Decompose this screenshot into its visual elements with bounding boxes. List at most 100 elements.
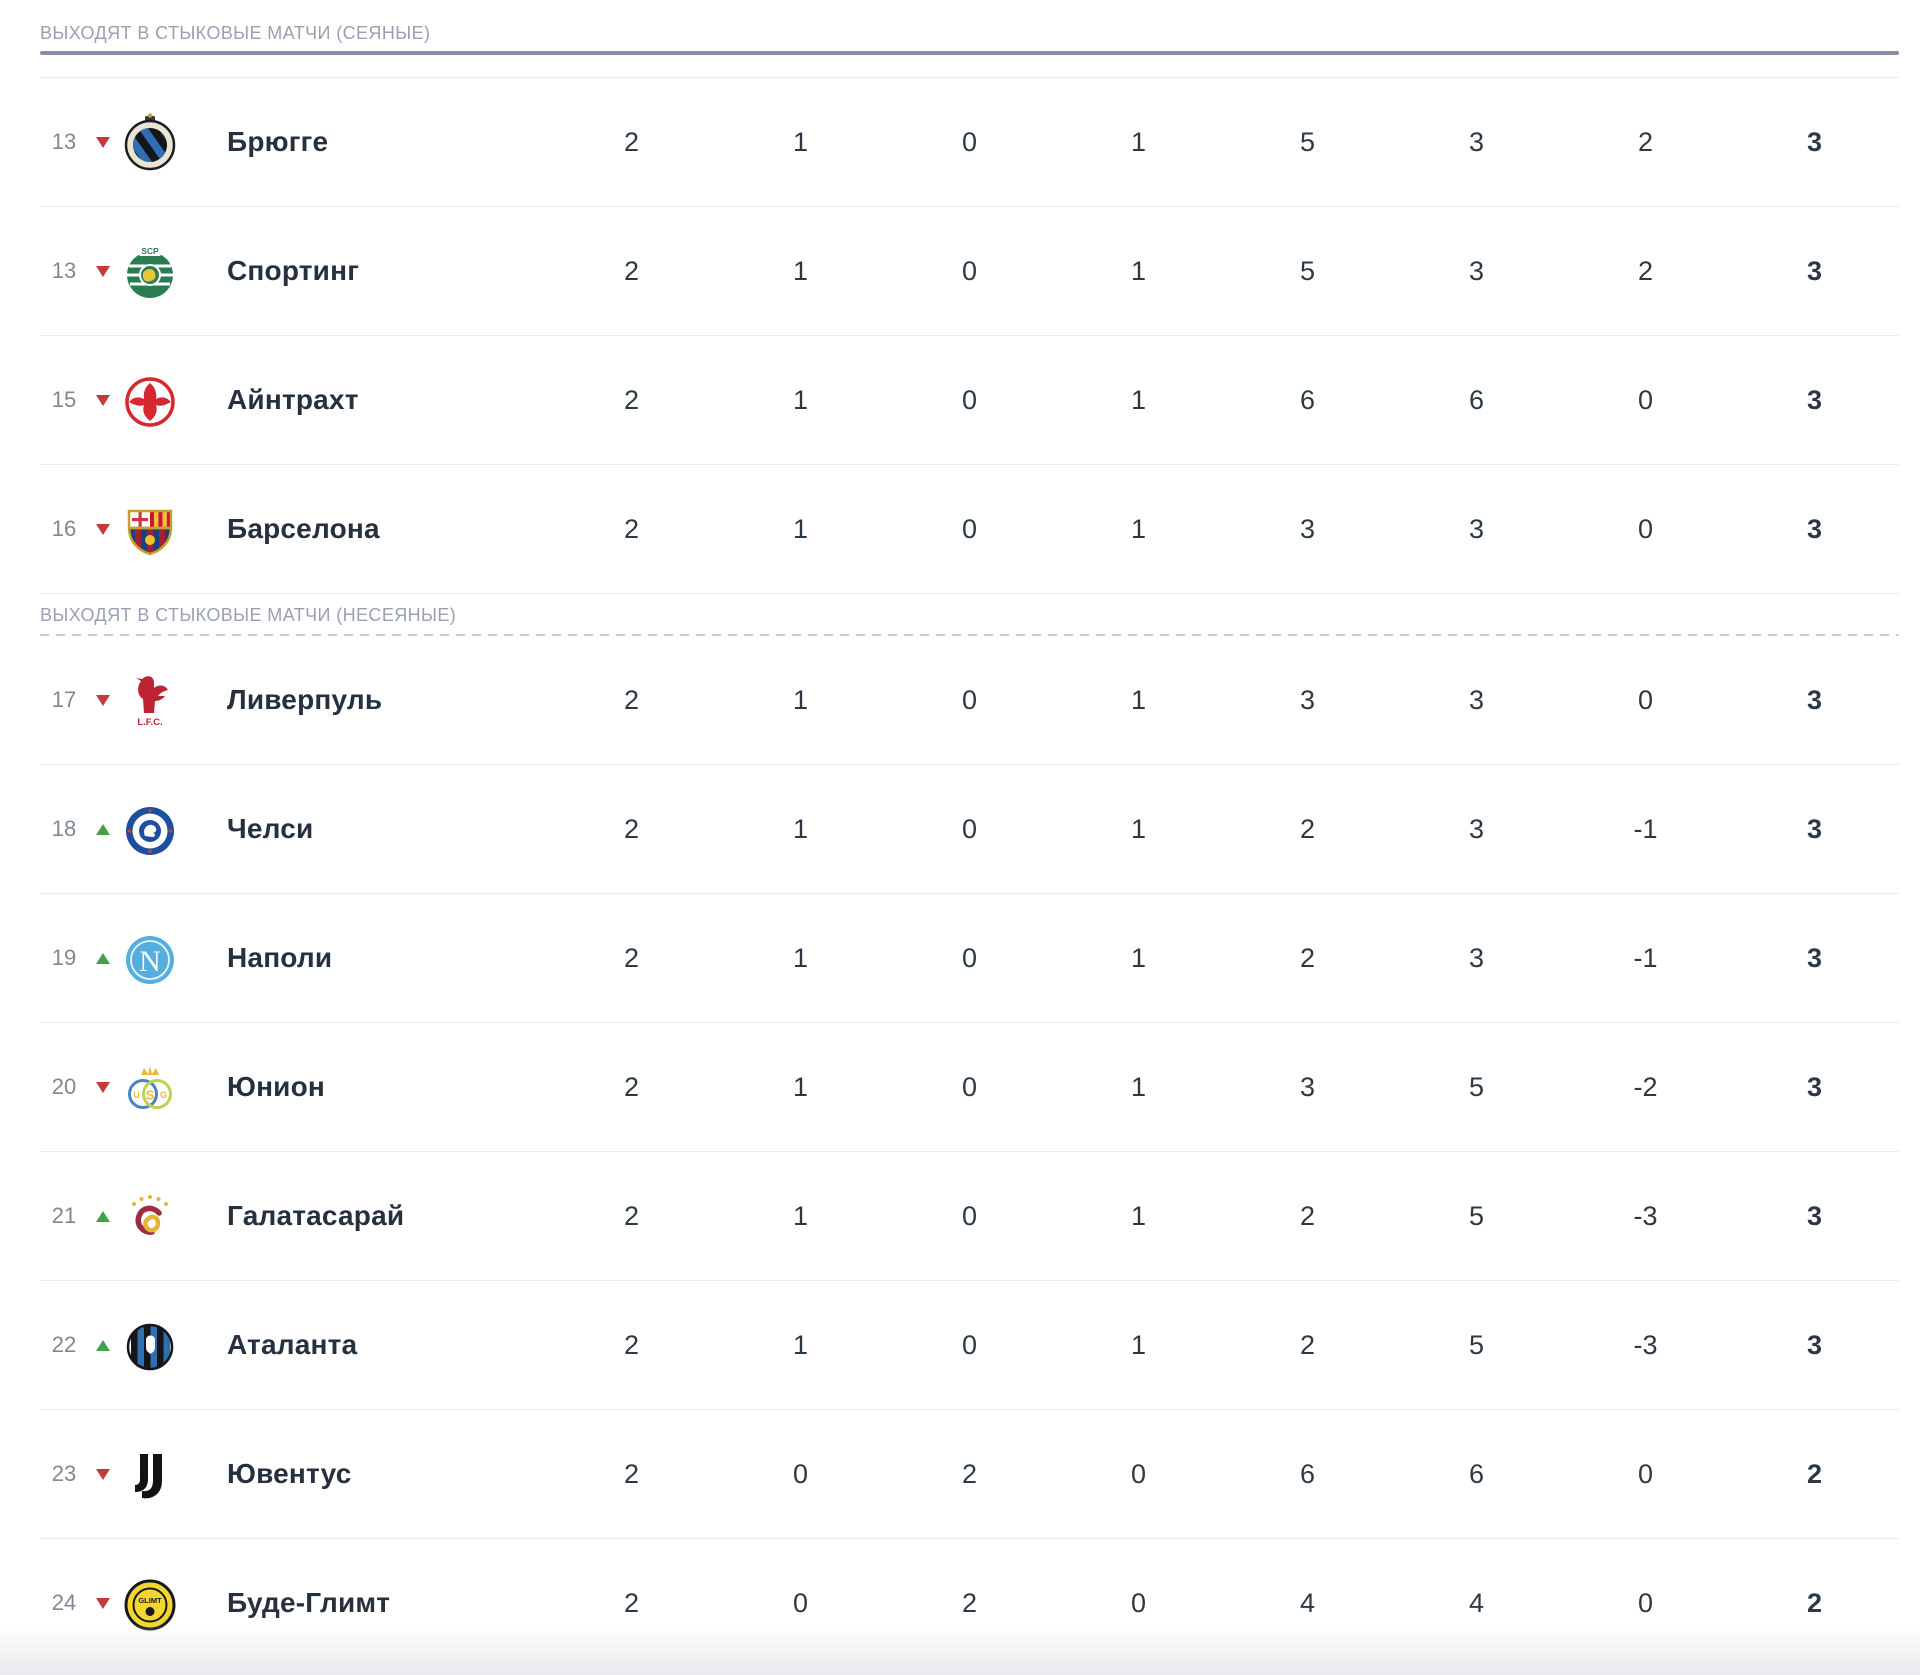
- stat-goal-diff: -2: [1633, 1071, 1658, 1102]
- stat-goals-for: 4: [1299, 1587, 1316, 1618]
- stat-goal-diff: 2: [1637, 126, 1654, 157]
- team-name[interactable]: Барселона: [227, 513, 380, 544]
- stat-points: 3: [1806, 942, 1823, 973]
- stat-goals-for: 2: [1299, 1200, 1316, 1231]
- stat-losses: 1: [1130, 942, 1147, 973]
- stat-wins: 0: [792, 1587, 809, 1618]
- stat-goals-for: 5: [1299, 255, 1316, 286]
- sporting-logo-icon: SCP: [118, 241, 182, 301]
- stat-losses: 1: [1130, 1329, 1147, 1360]
- trend-down-icon: [88, 694, 118, 706]
- stat-losses: 1: [1130, 255, 1147, 286]
- team-rank: 15: [51, 387, 77, 412]
- stat-goals-for: 2: [1299, 813, 1316, 844]
- stat-wins: 0: [792, 1458, 809, 1489]
- table-row[interactable]: 15 Айнтрахт 2 1 0 1 6 6 0 3: [40, 336, 1899, 465]
- stat-wins: 1: [792, 684, 809, 715]
- stat-played: 2: [623, 513, 640, 544]
- svg-text:SCP: SCP: [141, 246, 159, 256]
- stat-goals-against: 4: [1468, 1587, 1485, 1618]
- stat-wins: 1: [792, 942, 809, 973]
- stat-goal-diff: 2: [1637, 255, 1654, 286]
- eintracht-logo-icon: [118, 370, 182, 430]
- napoli-logo-icon: N: [118, 928, 182, 988]
- stat-goal-diff: 0: [1637, 384, 1654, 415]
- team-rank: 13: [51, 129, 77, 154]
- team-name[interactable]: Наполи: [227, 942, 333, 973]
- stat-losses: 1: [1130, 813, 1147, 844]
- stat-points: 3: [1806, 1329, 1823, 1360]
- stat-draws: 0: [961, 942, 978, 973]
- stat-goals-against: 5: [1468, 1071, 1485, 1102]
- team-name[interactable]: Аталанта: [227, 1329, 358, 1360]
- table-row[interactable]: 16 Барселона 2 1 0 1 3 3 0 3: [40, 465, 1899, 594]
- team-rank: 20: [51, 1074, 77, 1099]
- table-row[interactable]: 21 Галатасарай 2 1 0 1 2 5 -3 3: [40, 1152, 1899, 1281]
- stat-losses: 0: [1130, 1458, 1147, 1489]
- table-row[interactable]: 13 Брюгге 2 1 0 1 5 3 2 3: [40, 78, 1899, 207]
- team-name[interactable]: Брюгге: [227, 126, 329, 157]
- team-name[interactable]: Ювентус: [227, 1458, 352, 1489]
- trend-up-icon: [88, 823, 118, 835]
- stat-draws: 0: [961, 126, 978, 157]
- stat-wins: 1: [792, 1200, 809, 1231]
- team-name[interactable]: Буде-Глимт: [227, 1587, 391, 1618]
- juventus-logo-icon: [118, 1444, 182, 1504]
- table-row[interactable]: 20 U S G Юнион 2 1 0 1 3 5 -2 3: [40, 1023, 1899, 1152]
- stat-goals-for: 3: [1299, 513, 1316, 544]
- bodo-glimt-logo-icon: GLIMT: [118, 1573, 182, 1633]
- table-row[interactable]: 23 Ювентус 2 0 2 0 6 6 0 2: [40, 1410, 1899, 1539]
- team-name[interactable]: Спортинг: [227, 255, 360, 286]
- stat-draws: 0: [961, 684, 978, 715]
- table-row[interactable]: 18 Челси 2 1 0 1 2 3 -1 3: [40, 765, 1899, 894]
- svg-text:S: S: [146, 1088, 155, 1103]
- stat-goal-diff: -3: [1633, 1329, 1658, 1360]
- team-name[interactable]: Ливерпуль: [227, 684, 383, 715]
- table-row[interactable]: 24 GLIMT Буде-Глимт 2 0 2 0 4 4 0 2: [40, 1539, 1899, 1668]
- stat-wins: 1: [792, 384, 809, 415]
- stat-losses: 1: [1130, 1071, 1147, 1102]
- section-label-unseeded: ВЫХОДЯТ В СТЫКОВЫЕ МАТЧИ (НЕСЕЯНЫЕ): [40, 605, 457, 625]
- stat-draws: 0: [961, 1071, 978, 1102]
- stat-draws: 0: [961, 1200, 978, 1231]
- stat-goals-against: 3: [1468, 126, 1485, 157]
- stat-goals-for: 3: [1299, 1071, 1316, 1102]
- stat-goals-for: 6: [1299, 1458, 1316, 1489]
- stat-wins: 1: [792, 1329, 809, 1360]
- stat-draws: 0: [961, 384, 978, 415]
- stat-points: 3: [1806, 1071, 1823, 1102]
- team-rank: 23: [51, 1461, 77, 1486]
- trend-down-icon: [88, 394, 118, 406]
- stat-goals-against: 6: [1468, 384, 1485, 415]
- stat-goals-against: 3: [1468, 684, 1485, 715]
- union-logo-icon: U S G: [118, 1057, 182, 1117]
- team-name[interactable]: Челси: [227, 813, 314, 844]
- trend-up-icon: [88, 1339, 118, 1351]
- team-rank: 24: [51, 1590, 77, 1615]
- liverpool-logo-icon: L.F.C.: [118, 670, 182, 730]
- stat-played: 2: [623, 1200, 640, 1231]
- team-name[interactable]: Айнтрахт: [227, 384, 359, 415]
- galatasaray-logo-icon: [118, 1186, 182, 1246]
- svg-text:L.F.C.: L.F.C.: [137, 717, 162, 728]
- stat-goal-diff: -3: [1633, 1200, 1658, 1231]
- stat-goals-against: 6: [1468, 1458, 1485, 1489]
- table-row[interactable]: 17 L.F.C. Ливерпуль 2 1 0 1 3 3 0 3: [40, 636, 1899, 765]
- team-name[interactable]: Юнион: [227, 1071, 326, 1102]
- stat-draws: 0: [961, 513, 978, 544]
- stat-wins: 1: [792, 813, 809, 844]
- stat-losses: 1: [1130, 684, 1147, 715]
- stat-goal-diff: 0: [1637, 684, 1654, 715]
- stat-played: 2: [623, 1071, 640, 1102]
- trend-up-icon: [88, 1210, 118, 1222]
- table-row[interactable]: 19 N Наполи 2 1 0 1 2 3 -1 3: [40, 894, 1899, 1023]
- stat-goals-against: 3: [1468, 813, 1485, 844]
- table-row[interactable]: 13 SCP Спортинг 2 1 0 1 5 3 2 3: [40, 207, 1899, 336]
- team-name[interactable]: Галатасарай: [227, 1200, 405, 1231]
- stat-played: 2: [623, 126, 640, 157]
- stat-losses: 1: [1130, 1200, 1147, 1231]
- team-rank: 16: [51, 516, 77, 541]
- stat-played: 2: [623, 684, 640, 715]
- trend-down-icon: [88, 1468, 118, 1480]
- table-row[interactable]: 22 Аталанта 2 1 0 1 2 5 -3 3: [40, 1281, 1899, 1410]
